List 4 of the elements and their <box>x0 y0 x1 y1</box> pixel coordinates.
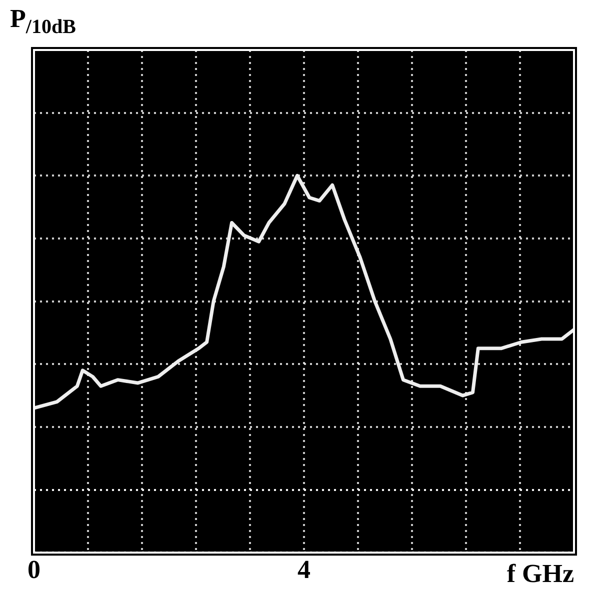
x-axis-title: f GHz <box>506 559 574 588</box>
x-tick-label: 0 <box>28 554 40 584</box>
text: P$_{/10dB}$ <box>10 4 76 40</box>
x-tick-label: 4 <box>298 554 310 584</box>
